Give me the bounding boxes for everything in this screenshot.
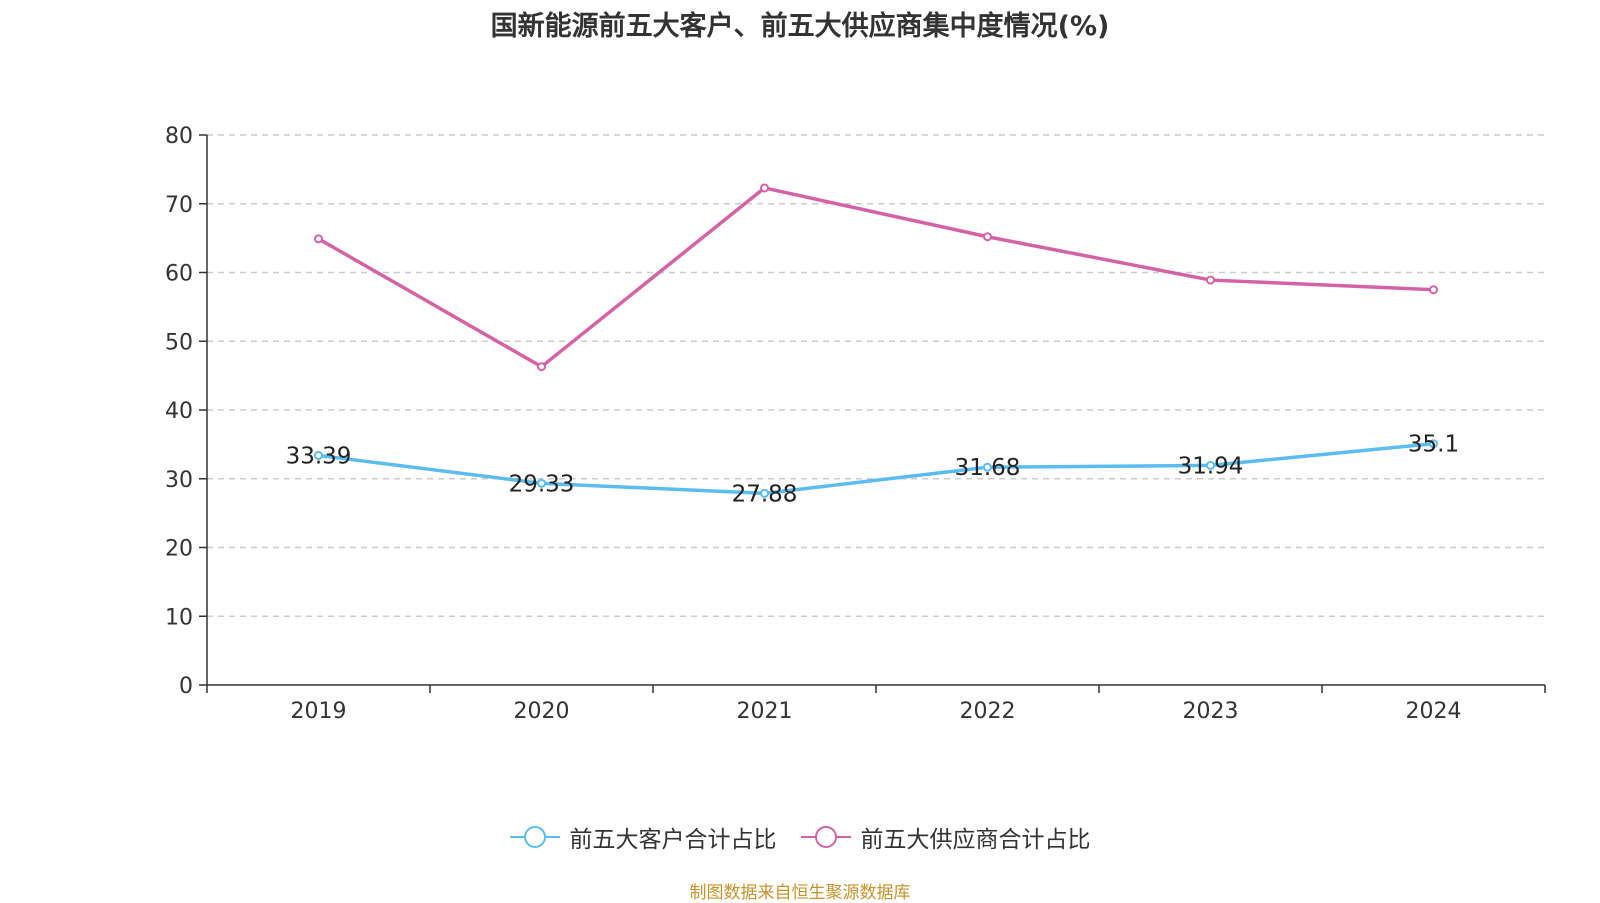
legend-customers-marker-icon — [509, 826, 560, 848]
y-tick-label-20: 20 — [165, 537, 193, 562]
x-tick-label-2021: 2021 — [737, 699, 793, 724]
legend-suppliers-label: 前五大供应商合计占比 — [860, 827, 1091, 853]
y-tick-label-0: 0 — [179, 674, 193, 699]
series-1-point-2024 — [1429, 285, 1438, 295]
series-1-point-2021 — [760, 183, 769, 193]
series-0-point-2024 — [1429, 439, 1438, 449]
x-tick-label-2024: 2024 — [1406, 699, 1462, 724]
series-1-point-2022 — [983, 232, 992, 242]
series-0-point-2022 — [983, 462, 992, 472]
y-tick-label-30: 30 — [165, 468, 193, 493]
series-line-1 — [317, 186, 1434, 369]
series-0-point-2019 — [314, 450, 323, 460]
x-tick-label-2022: 2022 — [960, 699, 1016, 724]
series-0-data-label-2019: 33.39 — [286, 443, 352, 469]
axes: 0 10 20 30 40 50 60 70 80 2019 2020 2021 2022 2023 202… — [165, 124, 1546, 724]
series-1-point-2023 — [1206, 275, 1215, 285]
series-1-point-2019 — [314, 234, 323, 244]
data-labels: 33.39 29.33 27.88 31.68 31.94 35.1 — [286, 432, 1460, 508]
x-tick-label-2020: 2020 — [514, 699, 570, 724]
y-tick-label-70: 70 — [165, 193, 193, 218]
series-0-data-label-2024: 35.1 — [1408, 432, 1459, 458]
y-tick-label-50: 50 — [165, 330, 193, 355]
legend-item-suppliers[interactable]: 前五大供应商合计占比 — [800, 820, 1091, 854]
y-tick-label-60: 60 — [165, 262, 193, 287]
series-0-data-label-2021: 27.88 — [732, 481, 798, 507]
source-note: 制图数据来自恒生聚源数据库 — [689, 883, 911, 903]
series-0-point-2023 — [1206, 460, 1215, 470]
series-0-data-label-2020: 29.33 — [509, 471, 575, 497]
series-lines — [314, 183, 1438, 498]
x-tick-label-2019: 2019 — [291, 699, 347, 724]
series-0-point-2020 — [537, 478, 546, 488]
x-tick-label-2023: 2023 — [1183, 699, 1239, 724]
series-line-0 — [318, 441, 1434, 496]
series-0-data-label-2023: 31.94 — [1178, 453, 1244, 479]
grid-lines — [207, 134, 1545, 617]
legend-customers-label: 前五大客户合计占比 — [569, 827, 777, 853]
y-tick-label-10: 10 — [165, 605, 193, 630]
series-1-point-2020 — [537, 362, 546, 372]
legend-suppliers-marker-icon — [800, 826, 851, 848]
legend: 前五大客户合计占比 前五大供应商合计占比 — [0, 820, 1600, 854]
series-0-data-label-2022: 31.68 — [955, 455, 1021, 481]
chart-title: 国新能源前五大客户、前五大供应商集中度情况(%) — [490, 11, 1110, 42]
y-tick-label-40: 40 — [165, 399, 193, 424]
legend-item-customers[interactable]: 前五大客户合计占比 — [509, 820, 777, 854]
series-0-point-2021 — [760, 488, 769, 498]
y-tick-label-80: 80 — [165, 124, 193, 149]
